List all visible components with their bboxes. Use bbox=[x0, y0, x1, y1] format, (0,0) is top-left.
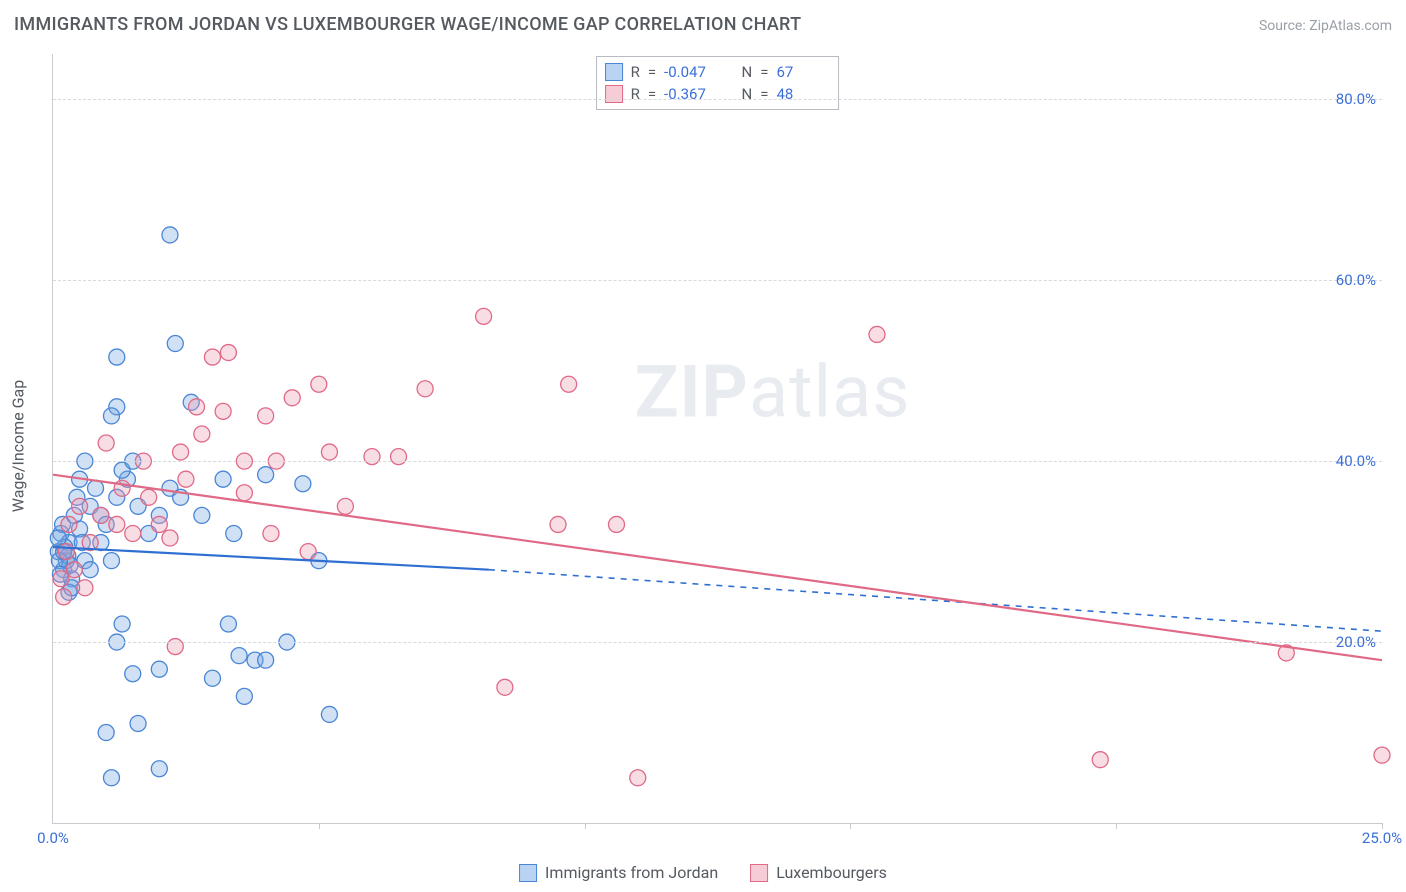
jordan-trend-line-dashed bbox=[489, 570, 1382, 632]
y-tick-label: 40.0% bbox=[1336, 452, 1376, 470]
x-tick-mark bbox=[1116, 823, 1117, 829]
lux-point bbox=[189, 399, 205, 415]
x-tick-label: 25.0% bbox=[1362, 829, 1402, 847]
lux-point bbox=[125, 525, 141, 541]
lux-point bbox=[321, 444, 337, 460]
jordan-point bbox=[103, 553, 119, 569]
y-tick-label: 20.0% bbox=[1336, 633, 1376, 651]
jordan-point bbox=[103, 408, 119, 424]
lux-point bbox=[1092, 752, 1108, 768]
lux-point bbox=[258, 408, 274, 424]
jordan-point bbox=[220, 616, 236, 632]
jordan-point bbox=[82, 562, 98, 578]
lux-point bbox=[178, 471, 194, 487]
jordan-point bbox=[226, 525, 242, 541]
jordan-point bbox=[167, 336, 183, 352]
lux-point bbox=[869, 326, 885, 342]
lux-point bbox=[391, 449, 407, 465]
y-axis-label: Wage/Income Gap bbox=[9, 380, 28, 512]
lux-point bbox=[204, 349, 220, 365]
jordan-point bbox=[88, 480, 104, 496]
lux-point bbox=[364, 449, 380, 465]
jordan-point bbox=[295, 476, 311, 492]
lux-point bbox=[61, 516, 77, 532]
lux-point bbox=[608, 516, 624, 532]
lux-point bbox=[220, 345, 236, 361]
legend-label: Luxembourgers bbox=[776, 863, 887, 882]
lux-point bbox=[497, 679, 513, 695]
chart-title: IMMIGRANTS FROM JORDAN VS LUXEMBOURGER W… bbox=[14, 14, 801, 35]
lux-point bbox=[66, 562, 82, 578]
source-value: ZipAtlas.com bbox=[1309, 18, 1392, 34]
source-label: Source: bbox=[1259, 18, 1306, 34]
lux-point bbox=[300, 544, 316, 560]
lux-point bbox=[417, 381, 433, 397]
plot-area: ZIPatlas R=-0.047 N=67R=-0.367 N=48 20.0… bbox=[52, 54, 1382, 824]
jordan-point bbox=[151, 661, 167, 677]
lux-point bbox=[630, 770, 646, 786]
lux-point bbox=[77, 580, 93, 596]
jordan-point bbox=[103, 770, 119, 786]
jordan-point bbox=[231, 648, 247, 664]
lux-point bbox=[93, 507, 109, 523]
jordan-point bbox=[204, 670, 220, 686]
lux-point bbox=[561, 376, 577, 392]
series-legend: Immigrants from Jordan Luxembourgers bbox=[519, 863, 887, 882]
lux-point bbox=[311, 376, 327, 392]
grid-line-h bbox=[53, 461, 1382, 462]
lux-point bbox=[109, 516, 125, 532]
grid-line-h bbox=[53, 280, 1382, 281]
jordan-point bbox=[236, 688, 252, 704]
lux-point bbox=[58, 544, 74, 560]
lux-trend-line bbox=[53, 475, 1382, 660]
lux-point bbox=[215, 403, 231, 419]
lux-point bbox=[167, 639, 183, 655]
lux-point bbox=[162, 530, 178, 546]
lux-point bbox=[476, 308, 492, 324]
legend-item: Luxembourgers bbox=[750, 863, 887, 882]
lux-point bbox=[98, 435, 114, 451]
y-tick-label: 80.0% bbox=[1336, 90, 1376, 108]
jordan-point bbox=[258, 652, 274, 668]
lux-point bbox=[284, 390, 300, 406]
jordan-point bbox=[109, 349, 125, 365]
lux-point bbox=[1374, 747, 1390, 763]
lux-point bbox=[72, 498, 88, 514]
grid-line-h bbox=[53, 642, 1382, 643]
jordan-point bbox=[162, 227, 178, 243]
jordan-point bbox=[258, 467, 274, 483]
lux-point bbox=[173, 444, 189, 460]
lux-point bbox=[56, 589, 72, 605]
jordan-point bbox=[194, 507, 210, 523]
x-tick-mark bbox=[319, 823, 320, 829]
x-tick-mark bbox=[850, 823, 851, 829]
x-tick-mark bbox=[585, 823, 586, 829]
jordan-point bbox=[130, 715, 146, 731]
lux-point bbox=[550, 516, 566, 532]
lux-point bbox=[263, 525, 279, 541]
jordan-point bbox=[321, 706, 337, 722]
x-tick-label: 0.0% bbox=[37, 829, 69, 847]
source-attribution: Source: ZipAtlas.com bbox=[1259, 18, 1392, 34]
jordan-point bbox=[114, 616, 130, 632]
lux-point bbox=[236, 485, 252, 501]
lux-point bbox=[141, 489, 157, 505]
jordan-point bbox=[151, 761, 167, 777]
legend-item: Immigrants from Jordan bbox=[519, 863, 718, 882]
jordan-point bbox=[125, 666, 141, 682]
jordan-point bbox=[98, 725, 114, 741]
legend-swatch bbox=[750, 864, 768, 882]
y-tick-label: 60.0% bbox=[1336, 271, 1376, 289]
jordan-point bbox=[215, 471, 231, 487]
legend-label: Immigrants from Jordan bbox=[545, 863, 718, 882]
lux-point bbox=[194, 426, 210, 442]
lux-point bbox=[337, 498, 353, 514]
grid-line-h bbox=[53, 99, 1382, 100]
chart-svg bbox=[53, 54, 1382, 823]
lux-point bbox=[151, 516, 167, 532]
legend-swatch bbox=[519, 864, 537, 882]
